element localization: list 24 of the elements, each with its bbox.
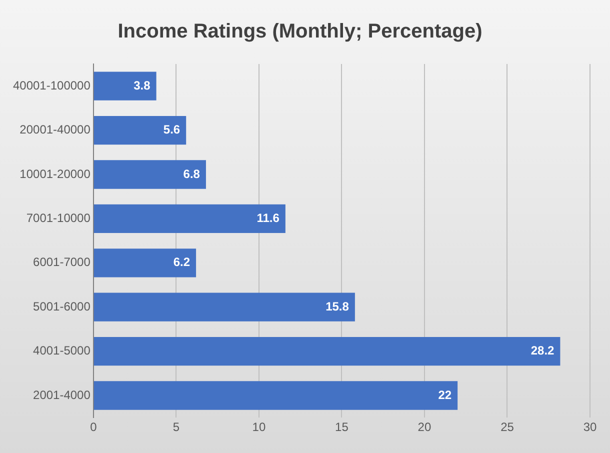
y-tick-label: 10001-20000 bbox=[20, 166, 91, 181]
x-tick-label: 25 bbox=[500, 420, 514, 434]
data-label: 28.2 bbox=[530, 344, 555, 358]
x-tick-label: 5 bbox=[172, 420, 180, 434]
y-tick-label: 20001-40000 bbox=[20, 122, 91, 137]
x-tick-label: 15 bbox=[335, 420, 349, 434]
data-label: 22 bbox=[438, 388, 452, 402]
y-tick-label: 4001-5000 bbox=[33, 344, 91, 358]
y-tick-label: 7001-10000 bbox=[26, 211, 91, 226]
x-tick-label: 20 bbox=[418, 420, 432, 434]
x-tick-label: 0 bbox=[90, 420, 98, 434]
data-label: 6.8 bbox=[183, 166, 200, 181]
y-tick-label: 5001-6000 bbox=[33, 299, 91, 314]
y-tick-label: 40001-100000 bbox=[12, 78, 91, 92]
y-tick-label: 6001-7000 bbox=[33, 255, 91, 270]
data-label: 3.8 bbox=[134, 78, 151, 92]
data-label: 6.2 bbox=[173, 255, 190, 270]
data-label: 5.6 bbox=[163, 122, 180, 137]
x-tick-label: 10 bbox=[252, 420, 266, 434]
data-label: 11.6 bbox=[256, 211, 280, 226]
data-label: 15.8 bbox=[326, 299, 350, 314]
chart-title: Income Ratings (Monthly; Percentage) bbox=[118, 20, 482, 43]
x-tick-label: 30 bbox=[583, 420, 597, 434]
y-tick-label: 2001-4000 bbox=[33, 388, 91, 402]
